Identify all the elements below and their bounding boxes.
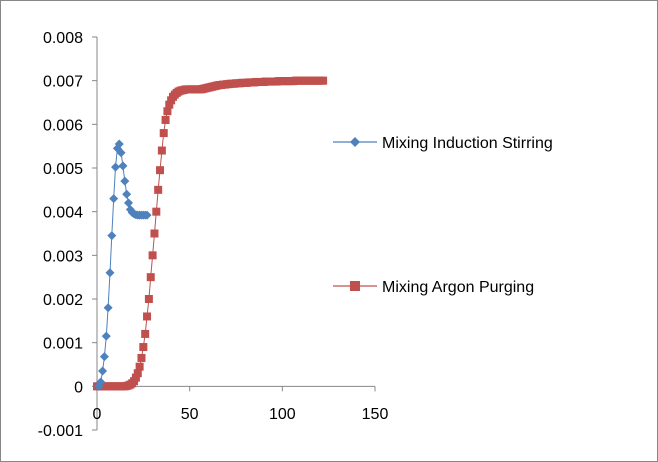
y-tick-label: 0.004 [43, 205, 83, 222]
data-point-argon [139, 343, 148, 352]
y-tick-label: 0.006 [43, 117, 83, 134]
data-point-induction [105, 268, 115, 278]
data-point-induction [107, 231, 117, 241]
y-tick-label: 0 [74, 379, 83, 396]
data-point-induction [99, 352, 109, 362]
y-tick-label: 0.005 [43, 161, 83, 178]
data-point-argon [137, 353, 146, 362]
legend-item-induction: Mixing Induction Stirring [333, 135, 553, 152]
data-point-argon [146, 273, 155, 282]
x-tick-label: 150 [362, 406, 389, 423]
y-tick-label: 0.003 [43, 248, 83, 265]
data-point-argon [133, 369, 142, 378]
data-point-argon [150, 229, 159, 238]
x-tick-label: 0 [93, 406, 102, 423]
legend: Mixing Induction Stirring Mixing Argon P… [333, 135, 553, 296]
data-point-induction [120, 176, 130, 186]
data-point-induction [111, 162, 121, 172]
data-point-argon [157, 146, 166, 155]
data-point-argon [131, 373, 140, 382]
series-layer [93, 76, 328, 391]
data-point-induction [96, 377, 106, 387]
x-axis-ticks: 0 50 100 150 [93, 386, 389, 423]
data-point-induction [116, 148, 126, 158]
axes [96, 37, 375, 430]
data-point-argon [163, 107, 172, 116]
x-tick-label: 50 [181, 406, 199, 423]
legend-marker-induction [350, 137, 360, 147]
data-point-induction [109, 194, 119, 204]
data-point-induction [114, 139, 124, 149]
data-point-argon [319, 76, 328, 85]
data-point-argon [148, 251, 157, 260]
data-point-argon [159, 129, 168, 138]
legend-item-argon: Mixing Argon Purging [333, 279, 534, 296]
data-point-argon [135, 362, 144, 371]
data-point-induction [122, 189, 132, 199]
data-point-argon [143, 312, 152, 321]
data-point-induction [142, 210, 152, 220]
data-point-induction [98, 366, 108, 376]
series-induction [94, 139, 152, 391]
data-point-argon [161, 115, 170, 124]
series-argon [93, 76, 328, 391]
data-point-argon [141, 329, 150, 338]
legend-marker-argon [350, 281, 360, 291]
data-point-argon [156, 166, 165, 175]
y-tick-label: 0.007 [43, 74, 83, 91]
data-point-argon [154, 185, 163, 194]
legend-label-argon: Mixing Argon Purging [382, 279, 534, 296]
y-tick-label: 0.008 [43, 30, 83, 47]
data-point-argon [152, 207, 161, 216]
data-point-induction [101, 331, 111, 341]
y-tick-label: -0.001 [38, 423, 83, 440]
data-point-argon [165, 100, 174, 109]
data-point-induction [124, 198, 134, 208]
series-line-argon [97, 80, 324, 387]
x-tick-label: 100 [269, 406, 296, 423]
y-tick-label: 0.002 [43, 292, 83, 309]
y-tick-label: 0.001 [43, 336, 83, 353]
data-point-induction [118, 161, 128, 171]
y-axis-ticks: -0.001 0 0.001 0.002 0.003 0.004 0.005 0.006 0.0… [38, 30, 97, 440]
data-point-argon [144, 295, 153, 303]
legend-label-induction: Mixing Induction Stirring [382, 135, 553, 152]
data-point-induction [103, 303, 113, 313]
